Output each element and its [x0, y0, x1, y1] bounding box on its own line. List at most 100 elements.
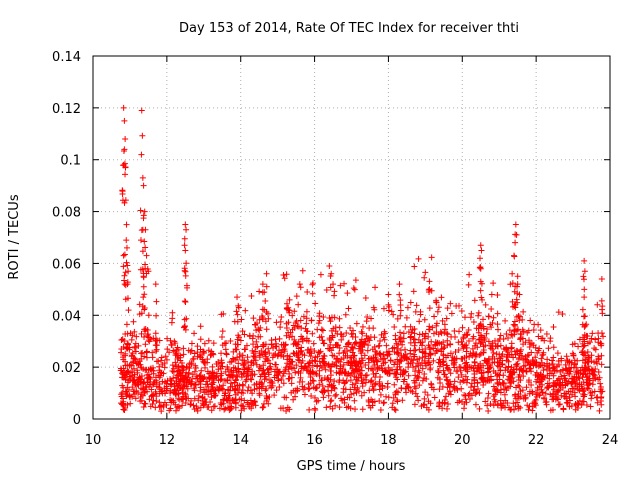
data-point	[358, 355, 365, 362]
data-point	[509, 303, 516, 310]
data-point	[227, 338, 234, 345]
data-point	[345, 305, 352, 312]
data-point	[366, 387, 373, 394]
data-point	[142, 341, 149, 348]
data-point	[167, 390, 174, 397]
data-point	[401, 376, 408, 383]
y-tick-label: 0.08	[52, 206, 81, 221]
data-point	[364, 313, 371, 320]
data-point	[448, 310, 455, 317]
data-point	[232, 400, 239, 407]
data-point	[550, 344, 557, 351]
data-point	[185, 395, 192, 402]
data-point	[549, 406, 556, 413]
data-point	[410, 357, 417, 364]
data-point	[575, 373, 582, 380]
data-point	[416, 331, 423, 338]
data-point	[533, 393, 540, 400]
data-point	[359, 330, 366, 337]
data-point	[466, 354, 473, 361]
data-point	[329, 332, 336, 339]
data-point	[280, 405, 287, 412]
data-point	[307, 371, 314, 378]
data-point	[422, 345, 429, 352]
data-point	[404, 304, 411, 311]
data-point	[384, 383, 391, 390]
data-point	[321, 387, 328, 394]
data-point	[456, 397, 463, 404]
data-point	[234, 389, 241, 396]
data-point	[314, 362, 321, 369]
data-point	[256, 316, 263, 323]
axis-ticks	[92, 55, 611, 420]
x-tick-label: 20	[454, 433, 471, 448]
data-point	[345, 339, 352, 346]
data-point	[309, 377, 316, 384]
data-point	[421, 316, 428, 323]
data-point	[312, 394, 319, 401]
data-point	[512, 351, 519, 358]
data-point	[351, 352, 358, 359]
data-point	[358, 328, 365, 335]
data-point	[336, 350, 343, 357]
data-point	[222, 390, 229, 397]
data-point	[576, 375, 583, 382]
data-point	[185, 379, 192, 386]
data-point	[326, 263, 333, 270]
data-point	[155, 358, 162, 365]
data-point	[490, 402, 497, 409]
data-point	[340, 385, 347, 392]
x-tick-label: 16	[306, 433, 323, 448]
data-point	[592, 346, 599, 353]
data-point	[431, 394, 438, 401]
data-point	[392, 370, 399, 377]
data-point	[234, 294, 241, 301]
data-point	[492, 369, 499, 376]
data-point	[233, 346, 240, 353]
data-point	[265, 400, 272, 407]
data-point	[253, 338, 260, 345]
data-point	[197, 388, 204, 395]
data-point	[153, 348, 160, 355]
data-point	[413, 363, 420, 370]
data-point	[495, 380, 502, 387]
data-point	[245, 401, 252, 408]
x-tick-labels: 10 12 14 16 18 20 22 24	[85, 433, 619, 448]
data-point	[552, 393, 559, 400]
data-point	[377, 406, 384, 413]
data-point	[153, 298, 160, 305]
data-point	[427, 365, 434, 372]
data-point	[296, 379, 303, 386]
data-point	[332, 402, 339, 409]
data-point	[477, 242, 484, 249]
data-point	[191, 350, 198, 357]
data-point	[158, 357, 165, 364]
data-point	[280, 271, 287, 278]
data-point	[140, 294, 147, 301]
data-point	[159, 390, 166, 397]
data-point	[248, 400, 255, 407]
data-point	[472, 390, 479, 397]
data-point	[247, 397, 254, 404]
data-point	[384, 352, 391, 359]
data-point	[285, 363, 292, 370]
data-point	[421, 401, 428, 408]
data-point	[345, 340, 352, 347]
data-point	[529, 356, 536, 363]
data-point	[320, 340, 327, 347]
data-point	[291, 308, 298, 315]
data-point	[234, 373, 241, 380]
data-point	[489, 353, 496, 360]
data-point	[491, 396, 498, 403]
data-point	[348, 391, 355, 398]
data-point	[249, 368, 256, 375]
data-point	[411, 263, 418, 270]
data-point	[171, 338, 178, 345]
data-point	[514, 326, 521, 333]
data-point	[486, 364, 493, 371]
data-point	[259, 289, 266, 296]
data-point	[283, 271, 290, 278]
data-point	[179, 402, 186, 409]
data-point	[423, 376, 430, 383]
data-point	[289, 333, 296, 340]
